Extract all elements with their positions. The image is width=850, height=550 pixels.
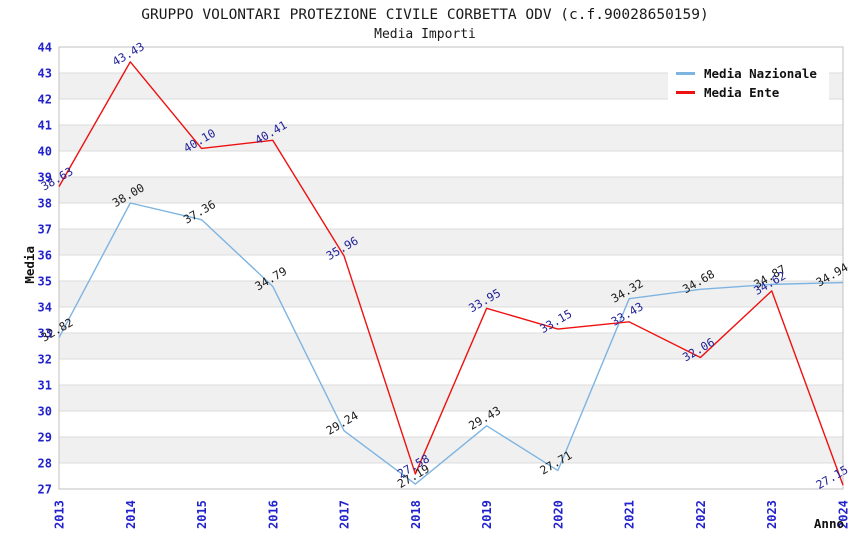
y-tick-label: 32 xyxy=(38,353,52,367)
plot-band xyxy=(59,463,843,489)
y-tick-label: 41 xyxy=(38,119,52,133)
y-tick-label: 29 xyxy=(38,431,52,445)
y-tick-label: 30 xyxy=(38,405,52,419)
y-axis-title: Media xyxy=(22,246,37,284)
x-tick-label: 2017 xyxy=(338,500,352,529)
y-tick-label: 33 xyxy=(38,327,52,341)
x-tick-label: 2019 xyxy=(480,500,494,529)
plot-band xyxy=(59,125,843,151)
y-tick-label: 39 xyxy=(38,171,52,185)
plot-band xyxy=(59,255,843,281)
y-tick-label: 34 xyxy=(38,301,52,315)
y-tick-label: 44 xyxy=(38,41,52,55)
legend-label: Media Nazionale xyxy=(704,66,817,81)
series-line-media-ente xyxy=(58,61,844,486)
x-tick-label: 2014 xyxy=(124,500,138,529)
chart-subtitle: Media Importi xyxy=(374,27,476,42)
x-tick-label: 2013 xyxy=(53,500,67,529)
x-tick-label: 2024 xyxy=(837,500,850,529)
x-tick-label: 2020 xyxy=(551,500,565,529)
y-tick-label: 31 xyxy=(38,379,52,393)
y-tick-label: 37 xyxy=(38,223,52,237)
x-tick-label: 2021 xyxy=(623,500,637,529)
x-tick-label: 2016 xyxy=(266,500,280,529)
x-tick-label: 2018 xyxy=(409,500,423,529)
y-tick-label: 36 xyxy=(38,249,52,263)
legend-item: Media Nazionale xyxy=(676,64,817,83)
plot-band xyxy=(59,411,843,437)
legend-swatch-icon xyxy=(676,91,695,94)
plot-band xyxy=(59,203,843,229)
plot-band xyxy=(59,359,843,385)
x-axis-title: Anno xyxy=(813,516,844,531)
y-tick-label: 28 xyxy=(38,457,52,471)
x-tick-label: 2022 xyxy=(694,500,708,529)
x-tick-label: 2023 xyxy=(765,500,779,529)
plot-band xyxy=(59,177,843,203)
y-tick-label: 35 xyxy=(38,275,52,289)
legend: Media Nazionale Media Ente xyxy=(668,57,829,109)
plot-border xyxy=(58,46,844,490)
plot-band xyxy=(59,437,843,463)
y-tick-label: 40 xyxy=(38,145,52,159)
x-tick-label: 2015 xyxy=(195,500,209,529)
plot-band xyxy=(59,385,843,411)
y-tick-label: 43 xyxy=(38,67,52,81)
series-line-media-nazionale xyxy=(58,202,844,485)
legend-item: Media Ente xyxy=(676,83,817,102)
chart-title: GRUPPO VOLONTARI PROTEZIONE CIVILE CORBE… xyxy=(141,7,709,23)
y-tick-label: 42 xyxy=(38,93,52,107)
plot-band xyxy=(59,333,843,359)
plot-band xyxy=(59,307,843,333)
legend-label: Media Ente xyxy=(704,85,780,100)
plot-band xyxy=(59,229,843,255)
plot-band xyxy=(59,151,843,177)
y-tick-label: 38 xyxy=(38,197,52,211)
plot-band xyxy=(59,281,843,307)
legend-swatch-icon xyxy=(676,72,695,75)
y-tick-label: 27 xyxy=(38,483,52,497)
